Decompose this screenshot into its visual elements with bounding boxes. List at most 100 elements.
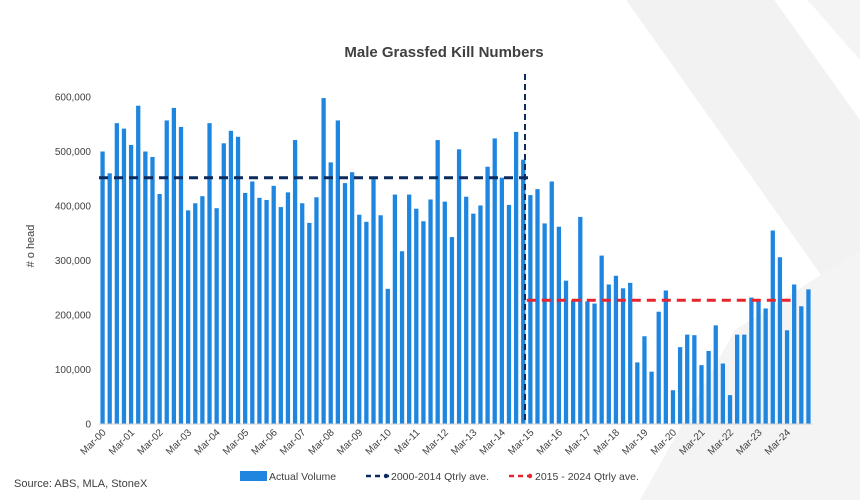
chart-title: Male Grassfed Kill Numbers xyxy=(344,44,543,61)
bar xyxy=(171,107,177,425)
bar xyxy=(193,203,198,424)
bar xyxy=(713,325,718,424)
legend-item-2015-2024-average: 2015 - 2024 Qtrly ave. xyxy=(509,471,639,483)
bar xyxy=(578,216,583,424)
bar xyxy=(706,350,711,424)
legend: Actual Volume 2000-2014 Qtrly ave. 2015 … xyxy=(240,471,639,483)
bar xyxy=(143,151,148,424)
legend-label-actual-volume: Actual Volume xyxy=(269,471,336,483)
bar xyxy=(349,172,355,424)
bar xyxy=(307,222,312,424)
bar xyxy=(585,301,590,425)
bar xyxy=(670,390,676,424)
bar xyxy=(314,197,319,424)
bar xyxy=(300,203,305,424)
x-tick-label: Mar-19 xyxy=(620,427,650,457)
bar xyxy=(257,197,262,424)
bar xyxy=(492,138,497,425)
y-axis-ticks: 0 100,000 200,000 300,000 400,000 500,000 600,… xyxy=(55,93,92,431)
bar xyxy=(285,192,291,425)
y-axis-title: # o head xyxy=(25,225,37,268)
bar xyxy=(571,300,576,424)
bar xyxy=(107,173,112,424)
bar xyxy=(742,334,747,424)
bar xyxy=(735,334,740,424)
average-lines xyxy=(99,176,791,302)
bar xyxy=(656,311,661,424)
bar xyxy=(328,162,333,424)
y-tick-label: 200,000 xyxy=(55,311,92,322)
bar xyxy=(185,210,191,424)
bar xyxy=(435,140,440,424)
bar xyxy=(399,251,405,424)
bar xyxy=(620,288,626,424)
bar xyxy=(449,237,455,424)
x-tick-label: Mar-03 xyxy=(164,427,194,457)
y-tick-label: 500,000 xyxy=(55,147,92,158)
x-tick-label: Mar-00 xyxy=(79,427,109,457)
bar xyxy=(371,177,376,424)
x-tick-label: Mar-10 xyxy=(364,427,394,457)
bar xyxy=(178,126,184,424)
bar xyxy=(642,336,647,424)
bar xyxy=(649,371,654,424)
bar xyxy=(471,213,476,424)
x-tick-label: Mar-18 xyxy=(592,427,622,457)
watermark-logo xyxy=(626,0,860,500)
bar xyxy=(378,215,383,424)
x-tick-label: Mar-15 xyxy=(506,427,536,457)
bar xyxy=(157,194,162,424)
bar xyxy=(535,189,540,424)
bar xyxy=(513,131,519,424)
bar xyxy=(428,199,433,424)
legend-marker-2000-2014-average xyxy=(383,473,389,479)
bar xyxy=(207,123,212,424)
legend-item-actual-volume: Actual Volume xyxy=(240,471,336,483)
bar xyxy=(392,194,398,424)
x-tick-label: Mar-06 xyxy=(250,427,280,457)
legend-swatch-actual-volume xyxy=(240,471,267,481)
y-tick-label: 400,000 xyxy=(55,202,92,213)
x-tick-label: Mar-16 xyxy=(535,427,565,457)
bar xyxy=(685,334,690,424)
legend-label-2000-2014-average: 2000-2014 Qtrly ave. xyxy=(391,471,489,483)
bar xyxy=(563,280,569,424)
legend-marker-2015-2024-average xyxy=(527,473,533,479)
bar xyxy=(478,205,483,424)
bar xyxy=(364,221,369,424)
bar xyxy=(114,123,119,424)
y-tick-label: 600,000 xyxy=(55,93,92,104)
bar xyxy=(214,208,219,424)
x-tick-label: Mar-02 xyxy=(136,427,166,457)
x-tick-label: Mar-13 xyxy=(449,427,479,457)
legend-item-2000-2014-average: 2000-2014 Qtrly ave. xyxy=(366,471,489,483)
x-tick-label: Mar-12 xyxy=(421,427,451,457)
bar xyxy=(342,183,348,424)
y-tick-label: 0 xyxy=(85,420,91,431)
bar xyxy=(556,226,562,424)
bar xyxy=(792,284,797,424)
y-tick-label: 300,000 xyxy=(55,256,92,267)
bar xyxy=(128,144,134,424)
bar xyxy=(727,395,733,424)
bar xyxy=(599,255,604,424)
x-tick-label: Mar-08 xyxy=(307,427,337,457)
bar xyxy=(677,347,683,424)
x-tick-label: Mar-01 xyxy=(107,427,137,457)
x-tick-label: Mar-17 xyxy=(563,427,593,457)
bar xyxy=(699,365,704,424)
bar xyxy=(250,181,255,424)
x-tick-label: Mar-09 xyxy=(335,427,365,457)
y-tick-label: 100,000 xyxy=(55,365,92,376)
bar xyxy=(485,166,490,424)
bar xyxy=(100,151,105,424)
bar xyxy=(542,223,547,424)
bar xyxy=(200,196,205,424)
source-note: Source: ABS, MLA, StoneX xyxy=(14,478,148,490)
bar xyxy=(243,192,248,424)
bar xyxy=(763,308,768,424)
bar xyxy=(549,181,554,424)
bar xyxy=(749,297,754,424)
